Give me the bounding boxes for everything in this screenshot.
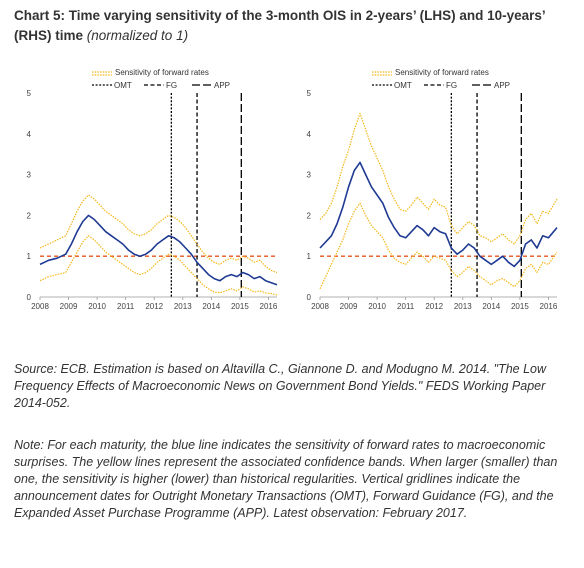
- legend-label-sensitivity: Sensitivity of forward rates: [115, 68, 209, 77]
- x-tick-label: 2013: [454, 302, 472, 311]
- x-tick-label: 2009: [60, 302, 78, 311]
- x-tick-label: 2010: [368, 302, 386, 311]
- series-line-upper-rhs: [319, 112, 558, 245]
- y-tick-label: 3: [307, 171, 312, 180]
- y-tick-label: 2: [27, 211, 32, 220]
- series-line-upper-lhs: [39, 194, 278, 274]
- x-tick-label: 2016: [540, 302, 558, 311]
- y-tick-label: 0: [27, 293, 32, 302]
- x-tick-label: 2013: [174, 302, 192, 311]
- series-line-lower-lhs: [39, 235, 278, 296]
- legend-label-fg: FG: [166, 81, 177, 90]
- y-tick-label: 1: [307, 252, 312, 261]
- chart-lhs: Sensitivity of forward rates OMT FG APP 0 1 2 3…: [27, 68, 278, 311]
- chart-title: Chart 5: Time varying sensitivity of the…: [14, 6, 574, 46]
- y-tick-label: 0: [307, 293, 312, 302]
- x-tick-label: 2008: [31, 302, 49, 311]
- x-tick-label: 2008: [311, 302, 329, 311]
- y-tick-label: 4: [27, 130, 32, 139]
- x-tick-label: 2011: [117, 302, 135, 311]
- x-tick-label: 2014: [482, 302, 500, 311]
- x-tick-label: 2016: [260, 302, 278, 311]
- x-tick-label: 2010: [88, 302, 106, 311]
- y-tick-label: 5: [27, 89, 32, 98]
- x-tick-label: 2014: [202, 302, 220, 311]
- x-tick-label: 2009: [340, 302, 358, 311]
- legend-label-omt: OMT: [114, 81, 132, 90]
- legend-label-sensitivity: Sensitivity of forward rates: [395, 68, 489, 77]
- y-tick-label: 3: [27, 171, 32, 180]
- y-tick-label: 4: [307, 130, 312, 139]
- legend: Sensitivity of forward rates OMT FG APP: [92, 68, 230, 90]
- y-tick-label: 2: [307, 211, 312, 220]
- y-tick-label: 1: [27, 252, 32, 261]
- chart-rhs: Sensitivity of forward rates OMT FG APP 0 1 2 3…: [307, 68, 558, 311]
- legend: Sensitivity of forward rates OMT FG APP: [372, 68, 510, 90]
- legend-label-omt: OMT: [394, 81, 412, 90]
- legend-label-app: APP: [494, 81, 510, 90]
- note-text: Note: For each maturity, the blue line i…: [14, 438, 558, 520]
- x-tick-label: 2015: [231, 302, 249, 311]
- source-text: Source: ECB. Estimation is based on Alta…: [14, 362, 547, 410]
- legend-label-fg: FG: [446, 81, 457, 90]
- legend-label-app: APP: [214, 81, 230, 90]
- x-tick-label: 2012: [145, 302, 163, 311]
- chart-title-main: Chart 5: Time varying sensitivity of the…: [14, 8, 545, 43]
- x-tick-label: 2015: [511, 302, 529, 311]
- series-line-center-rhs: [319, 161, 558, 268]
- chart-title-normalization: (normalized to 1): [86, 28, 189, 43]
- series-line-lower-rhs: [319, 202, 558, 290]
- y-tick-label: 5: [307, 89, 312, 98]
- x-tick-label: 2011: [397, 302, 415, 311]
- series-line-center-lhs: [39, 214, 278, 286]
- x-tick-label: 2012: [425, 302, 443, 311]
